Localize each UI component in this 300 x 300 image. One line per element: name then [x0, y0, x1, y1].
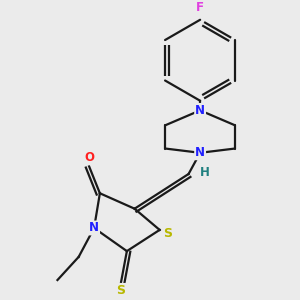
Text: F: F	[196, 1, 204, 14]
Text: H: H	[200, 166, 210, 178]
Text: N: N	[195, 146, 205, 159]
Text: S: S	[117, 284, 126, 297]
Text: O: O	[84, 151, 94, 164]
Text: N: N	[89, 221, 99, 235]
Text: N: N	[195, 104, 205, 117]
Text: S: S	[164, 227, 172, 240]
